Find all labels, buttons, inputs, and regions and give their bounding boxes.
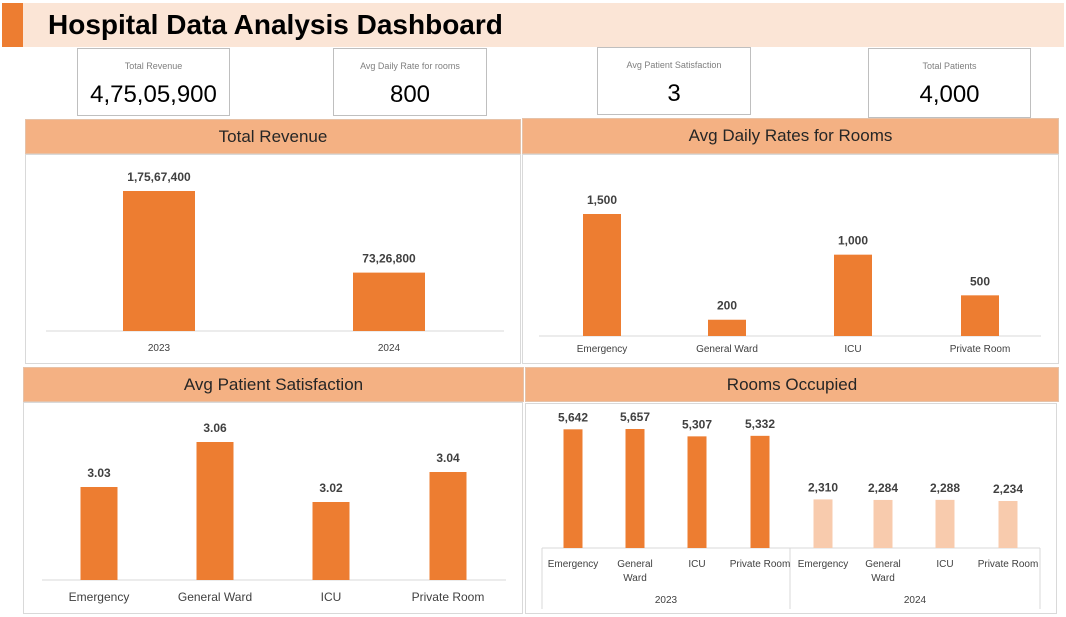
bar-general-ward xyxy=(708,319,746,336)
kpi-card-total-patients: Total Patients 4,000 xyxy=(868,48,1031,118)
kpi-card-total-revenue: Total Revenue 4,75,05,900 xyxy=(77,48,230,116)
kpi-card-avg-daily-rate: Avg Daily Rate for rooms 800 xyxy=(333,48,487,116)
chart-avg-satisfaction: 3.03 Emergency 3.06 General Ward 3.02 ICU 3.04… xyxy=(42,421,506,604)
tick-label: Emergency xyxy=(577,344,628,355)
tick-label: Ward xyxy=(623,573,647,584)
data-label: 200 xyxy=(717,299,737,313)
bar-private-room xyxy=(429,472,467,580)
tick-label: Emergency xyxy=(548,559,599,570)
tick-label: ICU xyxy=(844,344,861,355)
tick-label: Emergency xyxy=(798,559,849,570)
kpi-card-avg-satisfaction: Avg Patient Satisfaction 3 xyxy=(597,47,751,115)
panel-header-total-revenue: Total Revenue xyxy=(25,119,521,154)
tick-label: 2024 xyxy=(378,343,401,354)
tick-label: 2023 xyxy=(148,343,171,354)
tick-label: Private Room xyxy=(950,344,1011,355)
data-label: 3.06 xyxy=(203,421,227,435)
panel-header-avg-daily-rates: Avg Daily Rates for Rooms xyxy=(522,118,1059,154)
group-label: 2023 xyxy=(655,595,678,606)
bar-emergency xyxy=(583,214,621,336)
data-label: 3.03 xyxy=(87,466,111,480)
bar-2023-emergency xyxy=(563,429,583,548)
tick-label: Private Room xyxy=(978,559,1039,570)
title-accent xyxy=(2,3,23,47)
kpi-label: Avg Daily Rate for rooms xyxy=(360,61,460,71)
data-label: 2,310 xyxy=(808,480,838,494)
tick-label: ICU xyxy=(321,590,342,604)
data-label: 500 xyxy=(970,274,990,288)
bar-2023-general-ward xyxy=(625,429,645,548)
bar-2024-private-room xyxy=(998,501,1018,548)
data-label: 5,307 xyxy=(682,417,712,431)
bar-2024 xyxy=(353,272,425,331)
data-label: 5,642 xyxy=(558,410,588,424)
data-label: 1,500 xyxy=(587,193,617,207)
kpi-label: Total Revenue xyxy=(124,61,183,71)
bar-2024-emergency xyxy=(813,499,833,548)
bar-2024-icu xyxy=(935,499,955,548)
chart-avg-daily-rates: 1,500 Emergency 200 General Ward 1,000 ICU 500… xyxy=(539,193,1041,355)
bar-icu xyxy=(834,254,872,336)
panel-header-rooms-occupied: Rooms Occupied xyxy=(525,367,1059,402)
tick-label: ICU xyxy=(936,559,953,570)
panel-avg-daily-rates: 1,500 Emergency 200 General Ward 1,000 ICU 500… xyxy=(522,154,1059,364)
data-label: 5,332 xyxy=(745,417,775,431)
kpi-value: 4,000 xyxy=(919,81,980,108)
data-label: 2,284 xyxy=(868,481,898,495)
kpi-label: Total Patients xyxy=(922,61,977,71)
data-label: 1,000 xyxy=(838,234,868,248)
data-label: 2,234 xyxy=(993,482,1023,496)
kpi-value: 800 xyxy=(389,81,431,108)
tick-label: Ward xyxy=(871,573,895,584)
tick-label: General Ward xyxy=(696,344,758,355)
tick-label: General Ward xyxy=(178,590,252,604)
data-label: 2,288 xyxy=(930,481,960,495)
bar-2023-private-room xyxy=(750,435,770,548)
chart-rooms-occupied: 5,642 Emergency 5,657 General Ward 5,307 ICU 5,… xyxy=(541,410,1041,609)
bar-emergency xyxy=(80,487,118,580)
bar-icu xyxy=(312,502,350,580)
bar-2024-general-ward xyxy=(873,499,893,548)
group-label: 2024 xyxy=(904,595,927,606)
data-label: 5,657 xyxy=(620,410,650,424)
tick-label: General xyxy=(617,559,653,570)
tick-label: Private Room xyxy=(412,590,485,604)
tick-label: Emergency xyxy=(69,590,130,604)
chart-total-revenue: 1,75,67,400 2023 73,26,800 2024 xyxy=(46,170,504,354)
data-label: 73,26,800 xyxy=(362,252,416,266)
dashboard-title: Hospital Data Analysis Dashboard xyxy=(48,9,503,40)
bar-2023 xyxy=(123,191,195,331)
kpi-label: Avg Patient Satisfaction xyxy=(626,60,722,70)
tick-label: General xyxy=(865,559,901,570)
panel-rooms-occupied: 5,642 Emergency 5,657 General Ward 5,307 ICU 5,… xyxy=(525,403,1057,614)
title-bar xyxy=(2,3,1064,47)
bar-private-room xyxy=(961,295,999,336)
data-label: 3.04 xyxy=(436,451,460,465)
data-label: 1,75,67,400 xyxy=(127,170,191,184)
bar-general-ward xyxy=(196,442,234,580)
bar-2023-icu xyxy=(687,436,707,548)
data-label: 3.02 xyxy=(319,481,343,495)
kpi-value: 3 xyxy=(667,80,681,107)
tick-label: ICU xyxy=(688,559,705,570)
panel-avg-satisfaction: 3.03 Emergency 3.06 General Ward 3.02 ICU 3.04… xyxy=(23,402,523,614)
panel-header-avg-satisfaction: Avg Patient Satisfaction xyxy=(23,367,524,402)
panel-total-revenue: 1,75,67,400 2023 73,26,800 2024 xyxy=(25,154,521,364)
tick-label: Private Room xyxy=(730,559,791,570)
kpi-value: 4,75,05,900 xyxy=(90,81,217,108)
